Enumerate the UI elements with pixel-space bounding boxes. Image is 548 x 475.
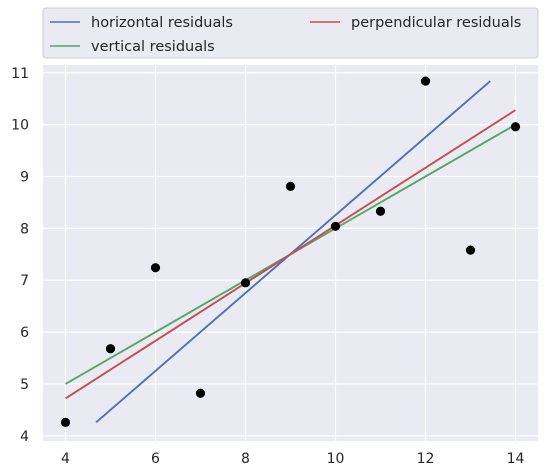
data-point (420, 76, 431, 86)
y-tick-label: 7 (20, 273, 29, 289)
data-point (105, 344, 116, 354)
series-line-perpendicular-residuals (64, 109, 517, 400)
data-point (195, 388, 206, 398)
y-tick-label: 5 (20, 377, 29, 393)
series-lines (64, 80, 517, 424)
y-tick-label: 9 (20, 170, 29, 186)
data-point (285, 181, 296, 191)
legend-label-perpendicular-residuals: perpendicular residuals (351, 15, 521, 31)
data-point (150, 263, 161, 273)
legend: horizontal residuals vertical residuals … (42, 7, 539, 59)
x-tick-label: 6 (151, 451, 160, 467)
y-tick-labels: 4 5 6 7 8 9 10 11 (11, 66, 29, 445)
x-tick-label: 10 (327, 451, 345, 467)
data-point (375, 206, 386, 216)
legend-label-vertical-residuals: vertical residuals (91, 39, 215, 55)
data-point (240, 278, 251, 288)
x-tick-labels: 4 6 8 10 12 14 (61, 451, 524, 467)
x-tick-label: 8 (241, 451, 250, 467)
data-point (330, 221, 341, 231)
data-point (510, 122, 521, 132)
data-point (60, 417, 71, 427)
x-tick-label: 4 (61, 451, 70, 467)
grid-layer (43, 65, 538, 441)
y-tick-label: 4 (20, 429, 29, 445)
legend-label-horizontal-residuals: horizontal residuals (91, 15, 233, 31)
x-tick-label: 12 (417, 451, 435, 467)
y-tick-label: 10 (11, 118, 29, 134)
data-points (60, 76, 521, 427)
y-tick-label: 8 (20, 221, 29, 237)
data-point (465, 245, 476, 255)
x-tick-label: 14 (507, 451, 525, 467)
legend-box (42, 7, 539, 59)
y-tick-label: 11 (11, 66, 29, 82)
y-tick-label: 6 (20, 325, 29, 341)
